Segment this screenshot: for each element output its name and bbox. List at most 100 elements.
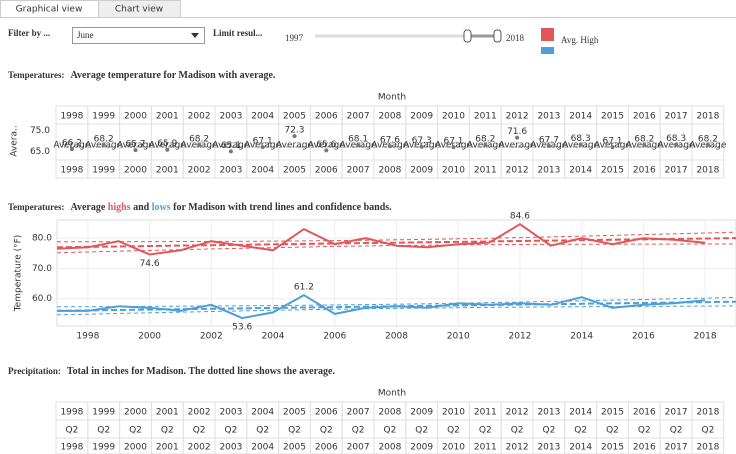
column-year: 2001 xyxy=(156,408,179,418)
quarter-label: Q2 xyxy=(574,426,587,436)
series-line xyxy=(56,223,706,256)
temp-dot xyxy=(228,149,233,154)
quarter-label: Q2 xyxy=(542,426,555,436)
y-tick-label: 70.0 xyxy=(32,264,52,274)
column-year: 2003 xyxy=(219,112,242,122)
column-year: 2015 xyxy=(601,112,624,122)
column-year-overlap: 2016 xyxy=(633,443,656,453)
limit-label: Limit resul... xyxy=(213,28,262,38)
column-year: 2017 xyxy=(665,408,688,418)
temp-dot xyxy=(451,145,456,150)
column-year: 2007 xyxy=(347,112,370,122)
legend-swatch xyxy=(541,28,554,41)
trend-line xyxy=(56,305,736,316)
slider-handle[interactable] xyxy=(463,29,472,43)
column-year: 2002 xyxy=(188,112,211,122)
column-year-overlap: 2011 xyxy=(474,443,497,453)
column-year: 2005 xyxy=(283,166,306,176)
value-label: 68.3 xyxy=(571,134,591,144)
value-label: 67.6 xyxy=(380,136,400,146)
column-year: 2004 xyxy=(251,408,274,418)
column-year: 2012 xyxy=(506,112,529,122)
column-year: 2007 xyxy=(347,166,370,176)
average-label: Average xyxy=(53,140,90,150)
trend-line xyxy=(56,237,736,249)
temp-dot xyxy=(292,134,297,139)
y-tick-label: 75.0 xyxy=(30,126,50,136)
column-year: 2002 xyxy=(188,166,211,176)
column-year: 2010 xyxy=(442,112,465,122)
data-label: 61.2 xyxy=(294,283,314,293)
x-tick-label: 2014 xyxy=(570,332,593,342)
series-name: highs xyxy=(108,202,131,213)
quarter-label: Q2 xyxy=(511,426,524,436)
axis-label: Avera.. xyxy=(10,125,20,156)
column-year: 2007 xyxy=(347,408,370,418)
column-year-overlap: 2013 xyxy=(537,443,560,453)
column-year-overlap: 2007 xyxy=(347,443,370,453)
temp-dot xyxy=(197,142,202,147)
column-year: 1998 xyxy=(60,408,83,418)
column-year: 2014 xyxy=(569,408,592,418)
dropdown[interactable] xyxy=(72,27,205,44)
value-label: 68.3 xyxy=(666,134,686,144)
table-cell xyxy=(691,437,725,454)
temp-dot xyxy=(674,142,679,147)
column-year: 2003 xyxy=(219,408,242,418)
column-year: 2014 xyxy=(569,112,592,122)
column-year: 2016 xyxy=(633,112,656,122)
column-year: 2012 xyxy=(506,408,529,418)
column-year-overlap: 2015 xyxy=(601,443,624,453)
slider-handle[interactable] xyxy=(493,29,502,43)
column-year: 2001 xyxy=(156,166,179,176)
temp-dot xyxy=(260,145,265,150)
column-year-overlap: 2017 xyxy=(665,443,688,453)
quarter-label: Q2 xyxy=(352,426,365,436)
x-tick-label: 2000 xyxy=(138,332,161,342)
column-year-overlap: 2018 xyxy=(696,443,719,453)
column-year: 2010 xyxy=(442,166,465,176)
quarter-label: Q2 xyxy=(320,426,333,436)
value-label: 66.2 xyxy=(62,139,82,149)
table-cell xyxy=(691,159,725,179)
temp-dot xyxy=(419,144,424,149)
section-title-text: Temperatures: xyxy=(8,70,65,80)
section-title: Temperatures: Average temperature for Mad… xyxy=(8,70,276,81)
column-year: 2004 xyxy=(251,112,274,122)
section-subtitle: for Madison with trend lines and confide… xyxy=(171,202,393,213)
column-year: 2014 xyxy=(569,166,592,176)
column-year: 2009 xyxy=(410,112,433,122)
tab-label: Graphical view xyxy=(16,5,83,15)
temp-dot xyxy=(483,142,488,147)
column-year: 2005 xyxy=(283,112,306,122)
column-year-overlap: 2004 xyxy=(251,443,274,453)
filter-label: Filter by ... xyxy=(8,28,50,38)
x-tick-label: 2012 xyxy=(509,332,532,342)
value-label: 67.1 xyxy=(253,137,273,147)
column-year: 1999 xyxy=(92,408,115,418)
section-subtitle: Average temperature for Madison with ave… xyxy=(71,70,276,81)
quarter-label: Q2 xyxy=(129,426,142,436)
x-tick-label: 2004 xyxy=(262,332,285,342)
value-label: 67.1 xyxy=(602,137,622,147)
quarter-label: Q2 xyxy=(161,426,174,436)
column-year: 2005 xyxy=(283,408,306,418)
column-year: 1998 xyxy=(60,166,83,176)
x-tick-label: 1998 xyxy=(76,332,99,342)
data-label: 84.6 xyxy=(510,212,530,222)
column-year: 2018 xyxy=(696,112,719,122)
column-year: 2017 xyxy=(665,112,688,122)
column-year-overlap: 1999 xyxy=(92,443,115,453)
column-year: 2003 xyxy=(219,166,242,176)
column-year-overlap: 2006 xyxy=(315,443,338,453)
legend-label: Avg. High xyxy=(561,35,599,45)
value-label: 65.7 xyxy=(125,140,145,150)
series-line xyxy=(57,293,706,320)
column-year: 2017 xyxy=(665,166,688,176)
data-label: 53.6 xyxy=(232,323,252,333)
column-year: 2015 xyxy=(601,408,624,418)
section-subtitle: Average xyxy=(71,202,108,213)
value-label: 72.3 xyxy=(284,126,304,136)
value-label: 68.1 xyxy=(348,135,368,145)
